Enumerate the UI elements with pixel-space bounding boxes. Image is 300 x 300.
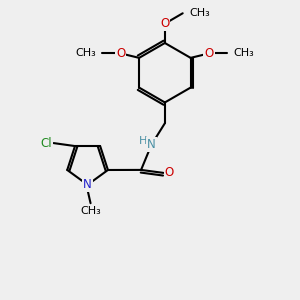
Text: O: O (165, 167, 174, 179)
Text: H: H (139, 136, 147, 146)
Text: CH₃: CH₃ (233, 48, 254, 59)
Text: CH₃: CH₃ (80, 206, 101, 216)
Text: N: N (147, 138, 156, 151)
Text: Cl: Cl (40, 136, 52, 150)
Text: O: O (160, 17, 170, 30)
Text: O: O (204, 47, 214, 60)
Text: CH₃: CH₃ (189, 8, 210, 18)
Text: CH₃: CH₃ (76, 48, 96, 59)
Text: N: N (83, 178, 92, 191)
Text: O: O (116, 47, 125, 60)
